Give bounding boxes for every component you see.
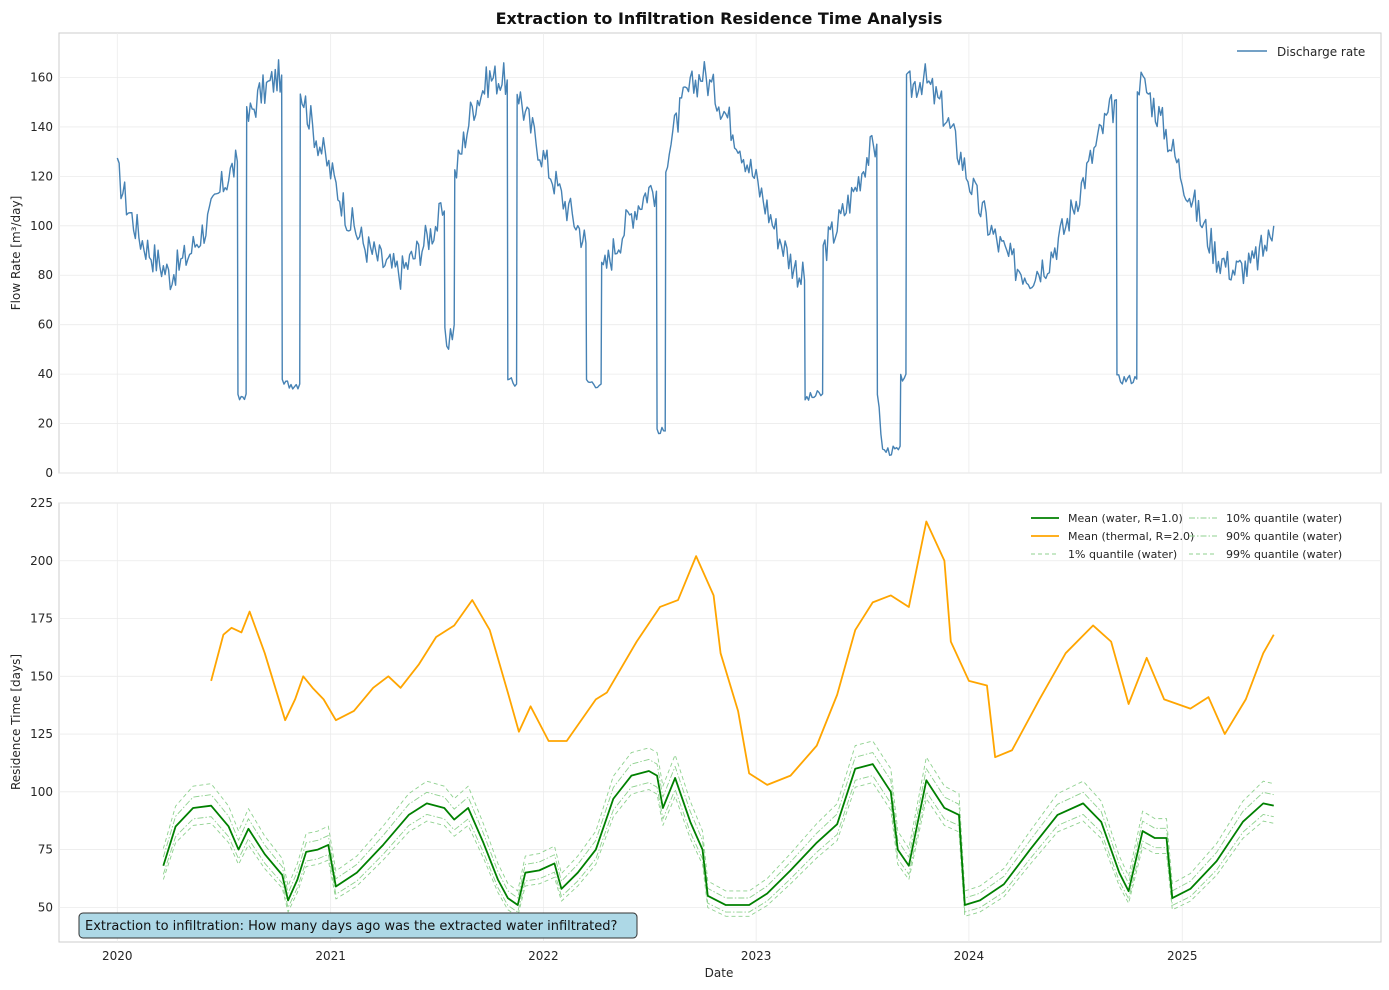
discharge-series [116, 59, 1275, 456]
legend-label-mean-water: Mean (water, R=1.0) [1068, 512, 1183, 525]
series-line-1-quantile-water- [162, 782, 1274, 917]
discharge-panel: 0 20 40 60 80 100 120 140 160 Flow Rate [m³/day]… [9, 32, 1382, 480]
series-line-90-quantile-water- [162, 752, 1274, 899]
y-tick-label: 150 [30, 669, 53, 683]
y-tick-label: 50 [38, 900, 53, 914]
residence-legend: Mean (water, R=1.0) Mean (thermal, R=2.0… [1031, 512, 1342, 561]
discharge-legend: Discharge rate [1237, 45, 1365, 59]
legend-label-mean-thermal: Mean (thermal, R=2.0) [1068, 530, 1194, 543]
x-axis-label: Date [705, 966, 734, 980]
residence-series [162, 520, 1275, 917]
x-tick-label: 2021 [315, 949, 346, 963]
y-tick-label: 125 [30, 727, 53, 741]
y-tick-label: 20 [38, 417, 53, 431]
y-tick-label: 40 [38, 367, 53, 381]
y-tick-label: 100 [30, 219, 53, 233]
y-tick-label: 120 [30, 169, 53, 183]
legend-label-q90: 90% quantile (water) [1226, 530, 1342, 543]
discharge-y-axis-label: Flow Rate [m³/day] [9, 196, 23, 311]
chart-title: Extraction to Infiltration Residence Tim… [496, 9, 943, 28]
y-tick-label: 0 [45, 466, 53, 480]
annotation-text: Extraction to infiltration: How many day… [85, 919, 617, 934]
legend-label-q10: 10% quantile (water) [1226, 512, 1342, 525]
annotation-box: Extraction to infiltration: How many day… [78, 912, 638, 939]
y-tick-label: 75 [38, 843, 53, 857]
series-line-10-quantile-water- [162, 775, 1274, 913]
discharge-y-ticks: 0 20 40 60 80 100 120 140 160 [30, 70, 53, 480]
series-line-discharge-rate [116, 59, 1275, 456]
residence-x-ticks: 2020 2021 2022 2023 2024 2025 [102, 949, 1197, 963]
x-tick-label: 2023 [741, 949, 772, 963]
x-tick-label: 2020 [102, 949, 133, 963]
x-tick-label: 2024 [954, 949, 985, 963]
y-tick-label: 100 [30, 785, 53, 799]
y-tick-label: 175 [30, 612, 53, 626]
y-tick-label: 160 [30, 70, 53, 84]
y-tick-label: 80 [38, 268, 53, 282]
y-tick-label: 60 [38, 318, 53, 332]
residence-grid [59, 502, 1381, 942]
y-tick-label: 140 [30, 120, 53, 134]
y-tick-label: 225 [30, 496, 53, 510]
x-tick-label: 2025 [1167, 949, 1198, 963]
y-tick-label: 200 [30, 554, 53, 568]
legend-label-q99: 99% quantile (water) [1226, 548, 1342, 561]
discharge-grid [59, 33, 1381, 474]
legend-label-discharge: Discharge rate [1277, 45, 1365, 59]
series-line-mean-water-r-1-0- [162, 763, 1274, 906]
series-line-mean-thermal-r-2-0- [210, 520, 1275, 786]
x-tick-label: 2022 [528, 949, 559, 963]
residence-y-axis-label: Residence Time [days] [9, 654, 23, 790]
residence-y-ticks: 50 75 100 125 150 175 200 225 [30, 496, 53, 914]
series-line-99-quantile-water- [162, 740, 1274, 892]
legend-label-q01: 1% quantile (water) [1068, 548, 1177, 561]
